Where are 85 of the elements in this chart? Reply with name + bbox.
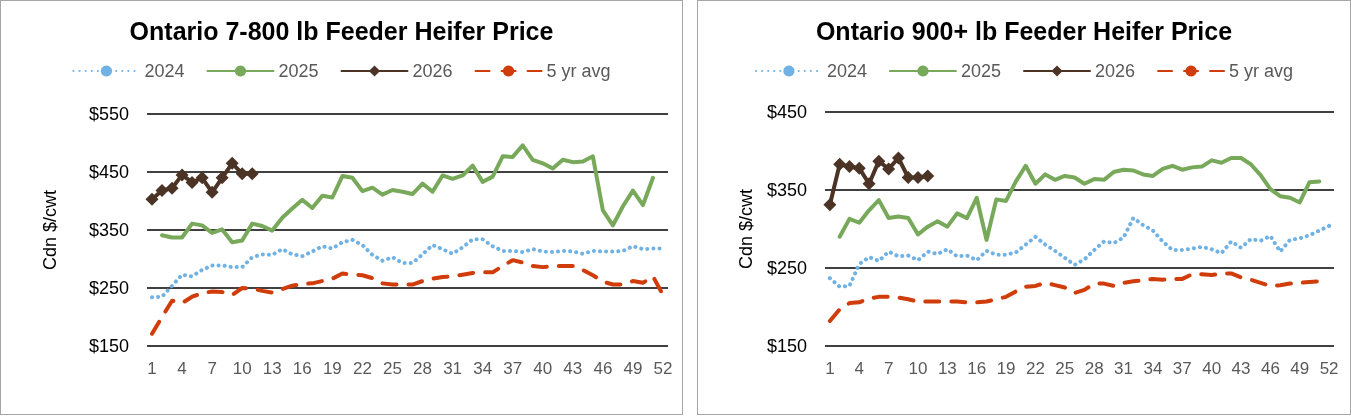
point [215,171,229,185]
legend-label: 2024 [826,61,867,81]
x-tick-label: 49 [1290,359,1310,378]
point [205,185,219,199]
point [872,154,886,168]
point [245,167,259,181]
x-tick-label: 13 [937,359,957,378]
x-tick-label: 46 [593,359,613,378]
x-tick-label: 28 [1084,359,1104,378]
y-axis-title: Cdn $/cwt [736,188,756,270]
x-tick-label: 40 [533,359,553,378]
line-series [160,143,655,245]
line-series [827,271,1322,324]
point [833,157,847,171]
legend-label: 2026 [1095,61,1136,81]
x-tick-label: 25 [383,359,402,378]
y-tick-label: $350 [88,220,129,240]
x-tick-label: 43 [563,359,583,378]
y-axis-title: Cdn $/cwt [40,189,60,271]
x-tick-label: 10 [908,359,928,378]
y-tick-label: $550 [88,104,129,124]
y-tick-label: $250 [88,278,129,298]
x-tick-label: 13 [262,359,282,378]
x-tick-label: 19 [996,359,1016,378]
x-tick-label: 4 [177,359,187,378]
x-tick-label: 34 [1143,359,1163,378]
point [235,167,249,181]
point [195,171,209,185]
y-tick-label: $350 [766,180,807,200]
line-series [150,237,665,300]
point [165,181,179,195]
x-tick-label: 49 [623,359,643,378]
x-tick-label: 31 [1114,359,1134,378]
point [225,156,239,170]
x-tick-label: 37 [503,359,523,378]
legend-label: 5 yr avg [546,61,611,81]
x-tick-label: 4 [854,359,864,378]
x-tick-label: 1 [825,359,835,378]
point [185,175,199,189]
point [852,161,866,175]
y-tick-label: $150 [88,336,129,356]
line-series [150,258,665,336]
chart-title: Ontario 7-800 lb Feeder Heifer Price [129,16,554,45]
x-tick-label: 7 [207,359,217,378]
x-tick-label: 16 [967,359,987,378]
point [882,162,896,176]
x-tick-label: 43 [1231,359,1251,378]
x-tick-label: 25 [1055,359,1075,378]
x-tick-label: 22 [352,359,372,378]
x-tick-label: 28 [413,359,432,378]
legend-label: 2025 [960,61,1002,81]
x-tick-label: 52 [653,359,673,378]
chart-title: Ontario 900+ lb Feeder Heifer Price [815,16,1233,45]
point [911,171,925,185]
y-tick-label: $450 [88,162,129,182]
x-tick-label: 52 [1319,359,1339,378]
point [175,168,189,182]
legend-label: 2024 [144,61,185,81]
x-tick-label: 40 [1202,359,1222,378]
y-tick-label: $450 [766,102,807,122]
line-series [827,216,1332,289]
legend-label: 2025 [278,61,319,81]
y-tick-label: $250 [766,258,807,278]
point [842,160,856,174]
x-tick-label: 22 [1025,359,1045,378]
x-tick-label: 37 [1172,359,1192,378]
x-tick-label: 1 [147,359,157,378]
x-tick-label: 31 [443,359,463,378]
x-tick-label: 7 [883,359,894,378]
point [921,169,935,183]
point [862,177,876,191]
point [891,151,905,165]
x-tick-label: 10 [232,359,252,378]
x-tick-label: 46 [1260,359,1280,378]
x-tick-label: 34 [473,359,493,378]
y-tick-label: $150 [766,336,807,356]
legend-label: 5 yr avg [1229,61,1294,81]
point [155,184,169,198]
x-tick-label: 19 [322,359,342,378]
line-series [837,156,1322,242]
point [901,171,915,185]
x-tick-label: 16 [292,359,312,378]
legend-label: 2026 [412,61,453,81]
point [145,192,159,206]
point [823,198,837,212]
